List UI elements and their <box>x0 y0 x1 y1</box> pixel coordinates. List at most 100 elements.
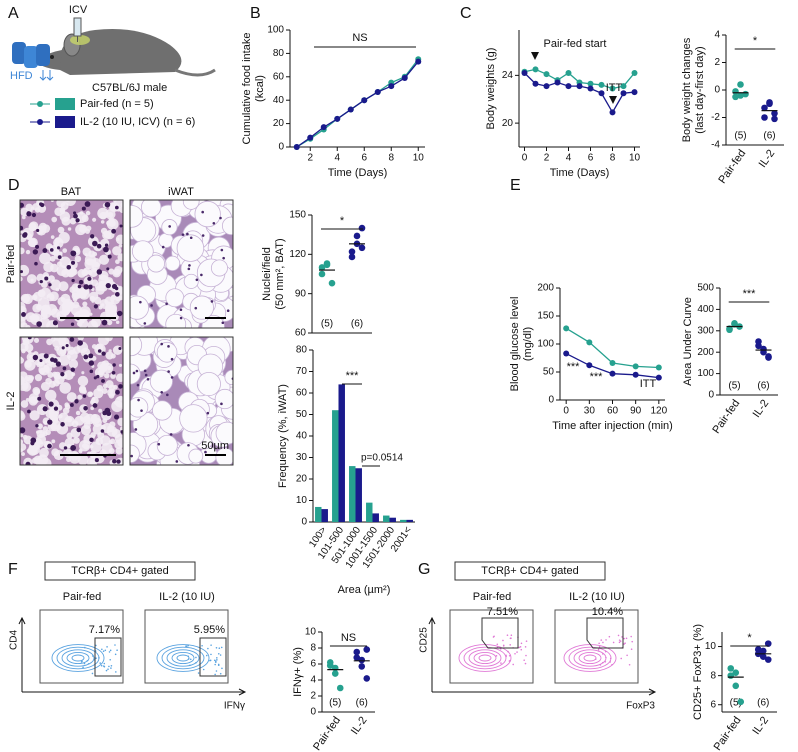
event <box>207 647 209 650</box>
point <box>363 646 371 653</box>
nucleus <box>188 264 191 267</box>
nucleus <box>165 302 168 306</box>
nucleus <box>118 346 122 351</box>
lipid-droplet <box>92 397 96 401</box>
lipid-droplet <box>100 311 110 322</box>
y-tick-label: 200 <box>537 283 554 294</box>
pellet <box>12 42 26 64</box>
point <box>755 338 762 345</box>
panel-label: E <box>510 177 521 194</box>
adipocyte <box>130 396 149 418</box>
x-tick-label: IL-2 <box>750 715 771 737</box>
annotation: p=0.0514 <box>361 453 403 464</box>
lipid-droplet <box>45 429 51 436</box>
lipid-droplet <box>65 200 71 203</box>
lipid-droplet <box>117 417 123 427</box>
event <box>496 646 499 648</box>
x-axis-label: Time (Days) <box>550 167 609 179</box>
nucleus <box>39 279 43 284</box>
nucleus <box>170 376 174 379</box>
lipid-droplet <box>77 337 85 341</box>
adipocyte <box>147 254 166 273</box>
y-axis-label: (50 mm², BAT) <box>274 238 286 309</box>
lipid-droplet <box>59 382 72 394</box>
event <box>108 665 110 668</box>
lipid-droplet <box>97 337 110 346</box>
lipid-droplet <box>36 273 45 282</box>
brain <box>70 35 90 45</box>
lipid-droplet <box>102 418 108 424</box>
lipid-droplet <box>90 432 96 438</box>
lipid-droplet <box>94 282 104 291</box>
nucleus <box>66 264 72 270</box>
nucleus <box>130 454 133 458</box>
lipid-droplet <box>115 373 123 383</box>
nucleus <box>187 443 190 447</box>
point <box>766 99 773 106</box>
y-tick-label: 40 <box>273 95 285 106</box>
lipid-droplet <box>21 452 25 457</box>
adipocyte <box>131 240 154 263</box>
event <box>216 659 218 661</box>
lipid-droplet <box>57 226 65 234</box>
event <box>218 647 221 650</box>
lipid-droplet <box>23 457 33 465</box>
event <box>518 646 520 649</box>
event <box>115 671 117 673</box>
arrowhead <box>609 96 617 104</box>
event <box>604 650 607 653</box>
bar <box>383 515 390 522</box>
lipid-droplet <box>37 423 43 430</box>
gate <box>94 637 122 677</box>
event <box>103 665 105 667</box>
bar <box>332 410 339 522</box>
micrographs <box>19 199 234 466</box>
lipid-droplet <box>58 354 70 366</box>
lipid-droplet <box>20 276 23 282</box>
lipid-droplet <box>29 225 36 232</box>
lipid-droplet <box>108 349 112 353</box>
event <box>83 662 86 665</box>
nucleus <box>201 210 204 214</box>
nucleus <box>62 366 67 371</box>
event <box>618 641 621 644</box>
point <box>620 83 627 90</box>
x-tick-label: 8 <box>610 153 616 164</box>
nucleus <box>89 437 94 443</box>
point <box>320 124 327 131</box>
image-frame <box>19 336 124 466</box>
lipid-droplet <box>69 286 76 293</box>
contour <box>176 654 190 662</box>
point <box>307 134 314 141</box>
point <box>328 279 336 287</box>
contour <box>463 646 507 670</box>
nucleus <box>60 372 65 377</box>
lipid-droplet <box>43 420 48 425</box>
lipid-droplet <box>46 304 58 316</box>
lipid-droplet <box>77 394 83 400</box>
event <box>202 668 205 671</box>
event <box>215 646 218 649</box>
pellet <box>36 44 50 66</box>
lipid-droplet <box>25 203 34 212</box>
point <box>318 270 326 278</box>
point <box>632 371 639 378</box>
point <box>353 232 361 240</box>
lipid-droplet <box>69 217 77 225</box>
lipid-droplet <box>118 243 123 248</box>
nucleus <box>114 205 119 210</box>
event <box>217 663 220 666</box>
point <box>587 85 594 92</box>
nucleus <box>116 459 121 464</box>
panel-label: B <box>250 5 261 22</box>
event <box>114 644 116 646</box>
nucleus <box>53 406 59 411</box>
x-tick-label: Pair-fed <box>311 715 343 752</box>
n-label: (6) <box>757 698 769 709</box>
nucleus <box>169 433 173 436</box>
point <box>532 80 539 87</box>
y-tick-label: 150 <box>537 311 554 322</box>
nucleus <box>104 201 111 208</box>
event <box>195 661 197 664</box>
